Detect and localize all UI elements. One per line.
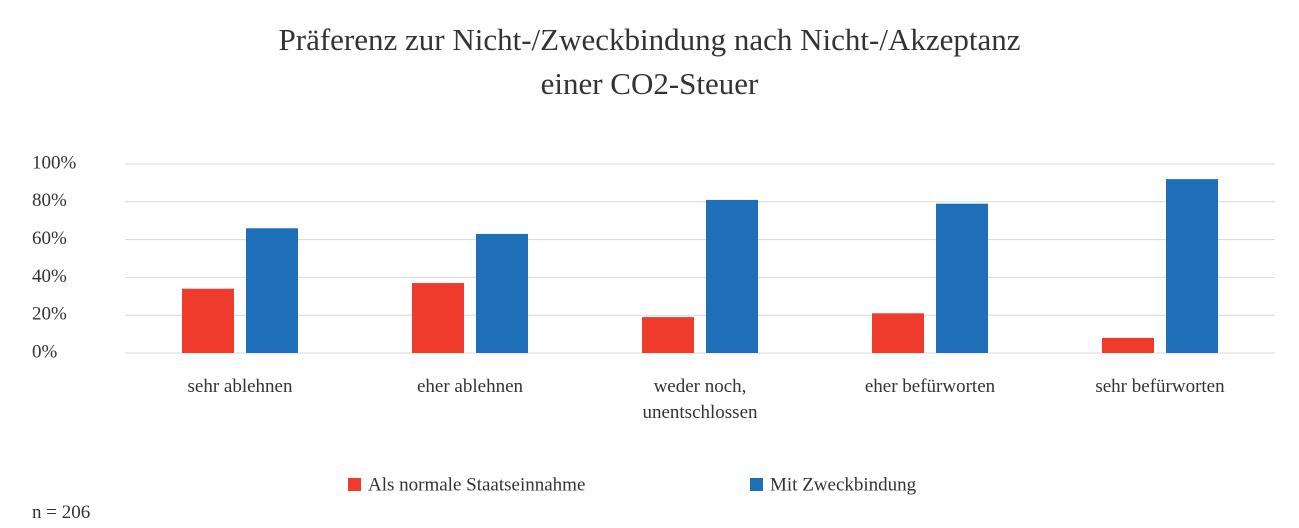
bar: [246, 228, 298, 353]
x-tick-label: eher ablehnen: [416, 376, 524, 397]
legend-label: Als normale Staatseinnahme: [368, 474, 585, 495]
bar: [476, 233, 528, 353]
y-tick-label: 20%: [32, 304, 67, 325]
bar: [412, 283, 464, 353]
bar: [872, 313, 924, 353]
legend-swatch: [750, 478, 763, 491]
chart-title: Präferenz zur Nicht-/Zweckbindung nach N…: [278, 22, 1021, 57]
x-tick-label: sehr ablehnen: [187, 376, 293, 397]
legend-swatch: [348, 478, 361, 491]
y-tick-label: 60%: [32, 228, 67, 249]
legend-label: Mit Zweckbindung: [770, 474, 917, 495]
bar: [706, 199, 758, 353]
y-tick-label: 40%: [32, 266, 67, 287]
y-tick-label: 80%: [32, 190, 67, 211]
x-tick-label: weder noch, unentschlossen: [642, 376, 758, 423]
bar: [936, 203, 988, 353]
bar: [1102, 337, 1154, 353]
bar: [642, 317, 694, 353]
y-tick-label: 0%: [32, 341, 58, 362]
y-tick-label: 100%: [32, 152, 77, 173]
x-tick-label: eher befürworten: [864, 376, 996, 397]
bar: [182, 288, 234, 353]
bar: [1166, 179, 1218, 353]
x-tick-label: sehr befürworten: [1095, 376, 1225, 397]
chart-subtitle: einer CO2-Steuer: [540, 66, 759, 101]
sample-note: n = 206: [32, 502, 91, 523]
